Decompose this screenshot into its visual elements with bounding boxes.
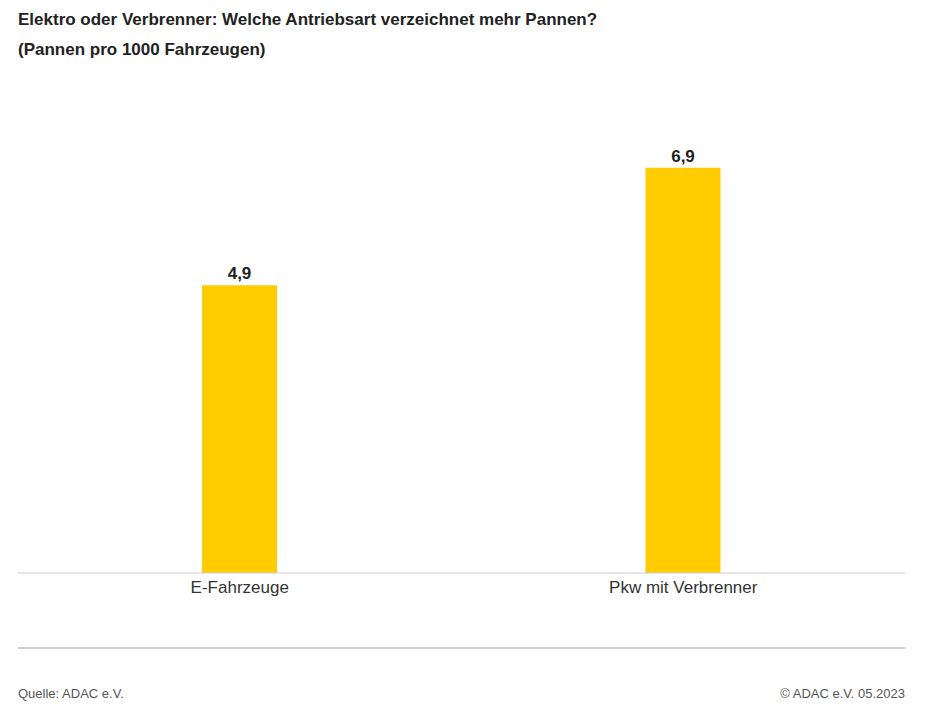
svg-text:6,9: 6,9 [671, 147, 695, 166]
html-text:(Pannen pro 1000 Fahrzeugen): (Pannen pro 1000 Fahrzeugen) [18, 40, 266, 59]
html-text:Elektro oder Verbrenner: Welch: Elektro oder Verbrenner: Welche Antriebs… [18, 10, 598, 29]
html-text:Quelle: ADAC e.V.: Quelle: ADAC e.V. [18, 686, 124, 701]
svg-text:Pkw mit Verbrenner: Pkw mit Verbrenner [609, 578, 758, 597]
svg-text:4,9: 4,9 [228, 264, 252, 283]
html-text:© ADAC e.V. 05.2023: © ADAC e.V. 05.2023 [780, 686, 905, 701]
svg-text:E-Fahrzeuge: E-Fahrzeuge [191, 578, 289, 597]
